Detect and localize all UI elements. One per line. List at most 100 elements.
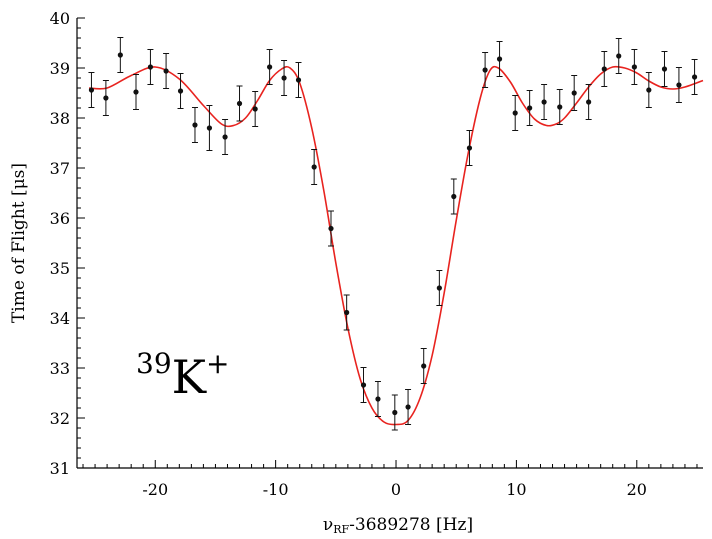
data-point — [405, 389, 412, 425]
y-tick-label: 35 — [50, 259, 70, 278]
data-point — [526, 90, 533, 126]
data-marker — [631, 64, 637, 70]
data-point — [206, 105, 213, 151]
data-point — [512, 95, 519, 131]
data-marker — [295, 77, 302, 83]
data-point — [132, 74, 139, 110]
data-marker — [527, 105, 533, 111]
data-point — [482, 52, 489, 88]
y-tick-label: 39 — [50, 59, 70, 78]
y-tick-label: 34 — [50, 309, 70, 328]
data-point — [236, 85, 243, 122]
x-axis-label-rest: -3689278 [Hz] — [349, 515, 473, 535]
data-marker — [616, 53, 622, 59]
data-point — [391, 394, 398, 431]
data-point — [601, 51, 608, 87]
data-marker — [267, 64, 273, 70]
data-point — [645, 72, 652, 108]
data-marker — [496, 56, 503, 62]
y-tick-label: 37 — [50, 159, 70, 178]
data-point — [691, 59, 698, 95]
data-marker — [691, 74, 698, 80]
data-marker — [436, 285, 442, 291]
x-tick-label: 10 — [506, 480, 526, 499]
data-point — [661, 51, 668, 87]
data-marker — [392, 409, 398, 416]
data-marker — [676, 82, 682, 88]
data-marker — [206, 125, 213, 131]
data-point — [556, 89, 563, 125]
data-marker — [103, 95, 109, 101]
data-point — [466, 130, 473, 166]
data-point — [295, 62, 302, 98]
data-point — [420, 348, 427, 384]
isotope-element: K — [172, 350, 208, 404]
y-axis-label: Time of Flight [μs] — [9, 163, 29, 323]
data-marker — [236, 100, 243, 107]
chart-axes — [76, 18, 703, 469]
y-tick-label: 31 — [50, 459, 70, 478]
x-axis-label: νRF-3689278 [Hz] — [323, 515, 473, 536]
data-marker — [117, 52, 123, 58]
data-point — [328, 210, 335, 247]
data-point — [571, 75, 578, 111]
y-tick-label: 32 — [50, 409, 70, 428]
data-marker — [328, 225, 334, 232]
data-marker — [344, 309, 350, 316]
data-marker — [661, 66, 668, 72]
data-marker — [646, 87, 652, 93]
data-point — [266, 49, 273, 85]
data-point — [436, 270, 443, 306]
data-marker — [601, 66, 607, 72]
x-tick-label: -10 — [263, 480, 289, 499]
data-point — [281, 60, 288, 96]
data-point — [450, 178, 457, 215]
data-marker — [571, 90, 577, 96]
data-point — [496, 41, 503, 77]
data-marker — [421, 363, 427, 369]
x-axis-label-nu: ν — [323, 515, 333, 535]
data-marker — [222, 134, 228, 140]
x-axis-label-subscript: RF — [333, 523, 349, 536]
data-marker — [512, 110, 518, 116]
data-marker — [252, 106, 258, 112]
fit-curve-layer — [88, 65, 704, 426]
fit-curve — [88, 65, 704, 426]
isotope-mass-number: 39 — [136, 347, 172, 380]
x-tick-label: 20 — [627, 480, 647, 499]
data-marker — [557, 104, 563, 110]
data-marker — [281, 75, 287, 81]
data-point — [631, 49, 638, 85]
data-marker — [586, 99, 592, 105]
data-point — [675, 67, 682, 103]
data-point — [585, 84, 592, 120]
data-point — [88, 72, 95, 108]
data-marker — [177, 88, 184, 94]
data-marker — [482, 67, 488, 73]
data-point — [177, 73, 184, 109]
y-tick-label: 40 — [50, 9, 70, 28]
data-point — [191, 107, 198, 143]
data-point — [252, 91, 259, 127]
data-marker — [133, 89, 139, 95]
data-point — [343, 294, 350, 331]
data-points-layer — [88, 37, 698, 431]
data-point — [117, 37, 124, 73]
y-tick-label: 33 — [50, 359, 70, 378]
data-point — [222, 119, 229, 155]
data-marker — [375, 396, 381, 402]
data-point — [163, 53, 170, 89]
data-marker — [541, 99, 547, 105]
x-tick-label: 0 — [391, 480, 401, 499]
data-point — [360, 367, 367, 403]
data-point — [374, 381, 381, 417]
data-point — [311, 149, 318, 185]
data-point — [147, 49, 154, 85]
data-marker — [192, 122, 198, 128]
data-point — [102, 80, 109, 116]
y-tick-label: 38 — [50, 109, 70, 128]
y-ticks: 31 32 33 34 35 36 37 38 39 40 — [50, 9, 85, 478]
data-marker — [466, 145, 473, 151]
x-ticks: -20 -10 0 10 20 — [82, 460, 698, 499]
